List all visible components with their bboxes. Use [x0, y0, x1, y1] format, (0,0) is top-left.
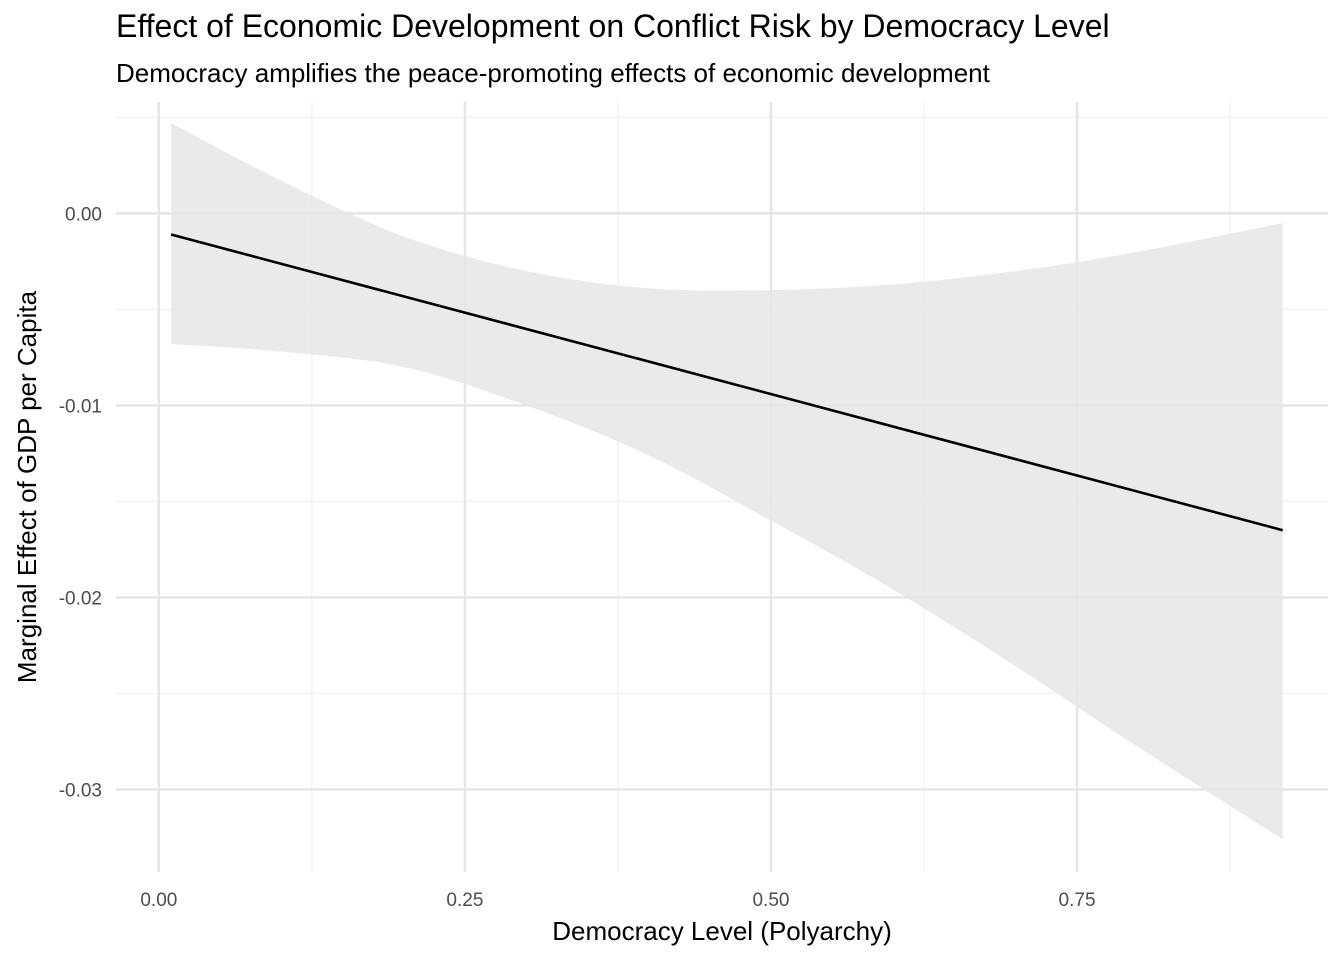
y-tick-labels: 0.00 -0.01 -0.02 -0.03	[59, 204, 102, 801]
y-tick-label: -0.01	[59, 396, 102, 417]
y-tick-label: 0.00	[65, 204, 102, 225]
chart-subtitle: Democracy amplifies the peace-promoting …	[116, 58, 990, 88]
x-tick-label: 0.25	[446, 890, 483, 911]
y-tick-label: -0.03	[59, 780, 102, 801]
series-line	[170, 233, 1284, 532]
x-tick-label: 0.75	[1059, 890, 1096, 911]
chart-title: Effect of Economic Development on Confli…	[116, 8, 1110, 44]
x-axis-title: Democracy Level (Polyarchy)	[552, 916, 892, 946]
x-tick-label: 0.00	[140, 890, 177, 911]
y-axis-title: Marginal Effect of GDP per Capita	[12, 290, 42, 683]
x-tick-label: 0.50	[752, 890, 789, 911]
confidence-ribbon	[171, 123, 1283, 840]
y-tick-label: -0.02	[59, 588, 102, 609]
x-tick-labels: 0.00 0.25 0.50 0.75	[140, 890, 1095, 911]
